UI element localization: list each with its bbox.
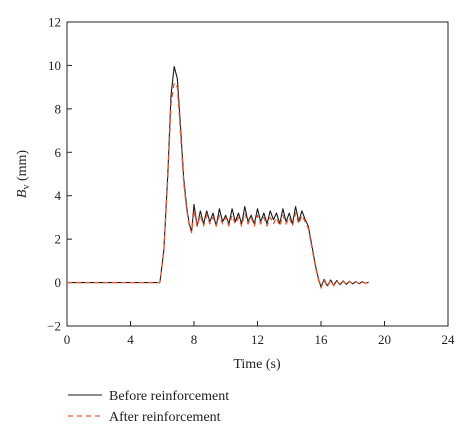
- x-tick-label: 12: [251, 332, 264, 347]
- y-axis-label-subscript: v: [21, 185, 32, 190]
- y-axis: −2 0 2 4 6 8 10 12: [47, 15, 72, 334]
- x-tick-label: 20: [378, 332, 391, 347]
- x-tick-label: 24: [442, 332, 456, 347]
- y-tick-label: 4: [55, 188, 62, 203]
- series-line-after-reinforcement: [67, 82, 369, 289]
- series-line-before-reinforcement: [67, 65, 369, 288]
- x-tick-label: 8: [191, 332, 198, 347]
- y-tick-label: 10: [48, 58, 61, 73]
- y-tick-label: 2: [55, 232, 62, 247]
- legend-label-after: After reinforcement: [109, 410, 221, 425]
- y-tick-label: 6: [55, 145, 62, 160]
- legend: Before reinforcement After reinforcement: [68, 389, 229, 425]
- y-axis-label-unit: (mm): [15, 150, 30, 185]
- x-axis-label: Time (s): [233, 357, 281, 372]
- y-axis-label-symbol: B: [15, 189, 30, 198]
- x-tick-label: 0: [64, 332, 71, 347]
- series-group: [67, 65, 369, 289]
- plot-frame: [66, 21, 449, 327]
- x-tick-label: 16: [315, 332, 329, 347]
- y-tick-label: 8: [55, 101, 62, 116]
- legend-label-before: Before reinforcement: [109, 389, 229, 404]
- x-tick-label: 4: [127, 332, 134, 347]
- y-tick-label: 12: [48, 15, 61, 30]
- y-tick-label: −2: [47, 319, 61, 334]
- x-axis: 0 4 8 12 16 20 24: [64, 321, 455, 347]
- y-tick-label: 0: [55, 275, 62, 290]
- y-axis-label: Bv (mm): [15, 150, 32, 199]
